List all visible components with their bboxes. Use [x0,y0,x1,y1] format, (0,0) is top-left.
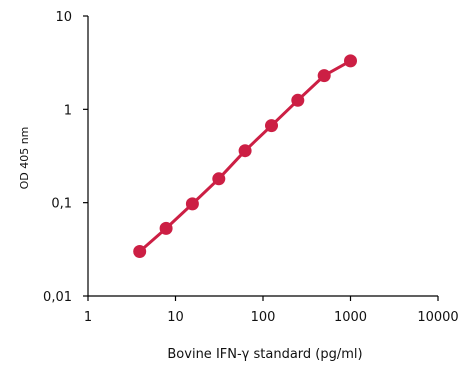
x-tick-label: 10000 [417,310,458,325]
data-point [212,172,226,186]
data-point [159,221,173,235]
x-axis-ticks: 1 10 100 1000 10000 [84,296,459,325]
data-point [317,69,331,83]
y-tick-label: 0,01 [43,290,72,305]
x-tick-label: 1 [84,310,92,325]
data-point [291,93,305,107]
y-tick-label: 0,1 [51,197,72,212]
y-tick-label: 10 [55,10,72,25]
data-point [133,245,147,258]
y-axis-title: OD 405 nm [18,127,31,190]
data-point [238,144,252,158]
x-tick-label: 100 [251,310,276,325]
x-tick-label: 1000 [334,310,367,325]
y-axis-ticks: 0,01 0,1 1 10 [43,10,88,305]
data-point [185,197,199,211]
data-point [344,54,357,68]
x-tick-label: 10 [167,310,184,325]
x-axis-title: Bovine IFN-γ standard (pg/ml) [167,347,362,362]
plot-area [133,54,357,258]
y-tick-label: 1 [64,103,72,118]
data-point [265,119,278,133]
